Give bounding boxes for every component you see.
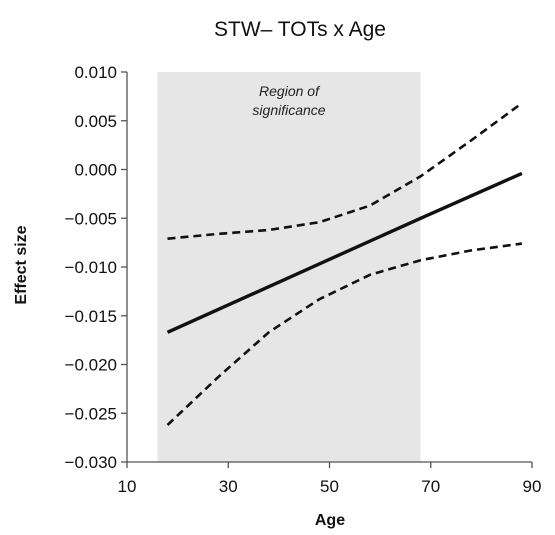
region-label-line: significance	[252, 102, 325, 118]
y-tick-label: −0.010	[65, 258, 117, 277]
x-tick-label: 30	[219, 477, 238, 496]
x-axis-label: Age	[315, 512, 345, 529]
y-tick-label: −0.025	[65, 404, 117, 423]
y-tick-label: 0.010	[74, 63, 117, 82]
plot-area: Region of significance 0.010 0.005 0.000 −0.0…	[65, 63, 542, 496]
effect-size-line	[166, 171, 523, 334]
x-tick-label: 90	[523, 477, 542, 496]
y-tick-label: 0.000	[74, 161, 117, 180]
y-tick-label: −0.020	[65, 356, 117, 375]
y-tick-label: 0.005	[74, 112, 117, 131]
chart-title: STW– TOTs x Age	[214, 18, 386, 41]
x-tick-label: 10	[118, 477, 137, 496]
x-tick-label: 70	[421, 477, 440, 496]
y-axis-label: Effect size	[13, 225, 30, 304]
confidence-bound-line	[167, 102, 523, 240]
confidence-bound-line	[166, 242, 523, 426]
y-tick-label: −0.030	[65, 453, 117, 472]
y-tick-label: −0.015	[65, 307, 117, 326]
x-tick-label: 50	[320, 477, 339, 496]
y-tick-label: −0.005	[65, 209, 117, 228]
region-of-significance	[157, 72, 421, 462]
region-label-line: Region of	[259, 83, 321, 99]
